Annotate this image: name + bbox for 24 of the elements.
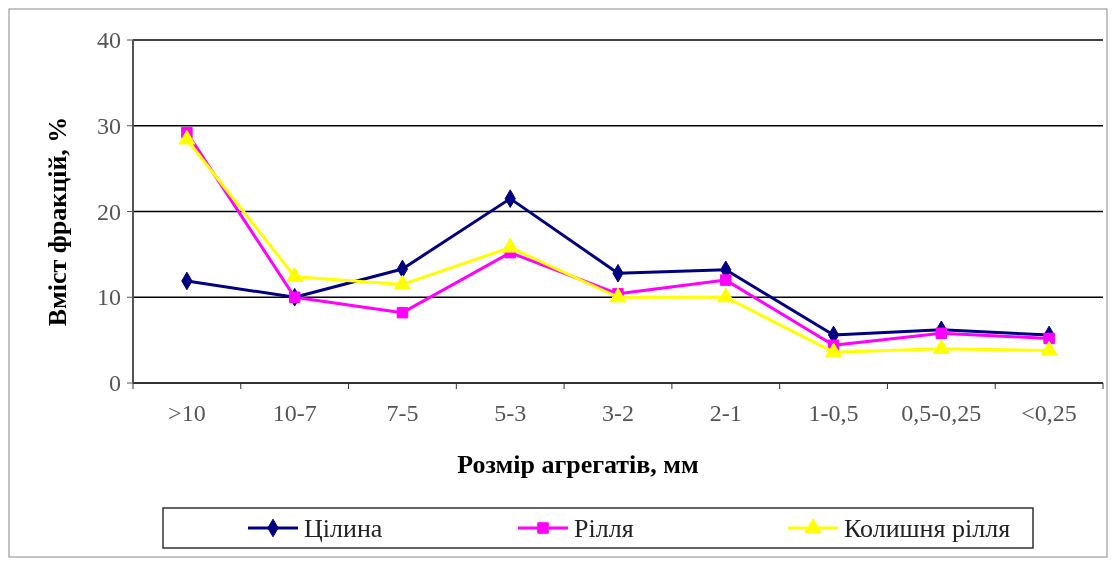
y-tick-label: 30 [97,112,121,139]
legend-label: Рілля [574,514,634,543]
y-tick-label: 20 [97,198,121,225]
x-tick-label: 1-0,5 [808,400,859,426]
y-tick-label: 40 [97,27,121,53]
x-tick-label: 3-2 [602,400,634,426]
x-tick-label: 5-3 [494,400,527,426]
x-tick-label: 7-5 [386,400,419,426]
x-axis-title: Розмір агрегатів, мм [457,450,699,479]
point [720,274,732,286]
point [935,327,948,340]
point [288,291,301,303]
x-tick-label: 0,5-0,25 [901,400,982,426]
point [396,306,409,319]
legend-label: Колишня рілля [844,514,1011,543]
y-axis-title: Вміст фракцій, % [43,116,72,327]
x-tick-label: 2-1 [709,400,742,426]
point [1043,332,1055,345]
x-tick-label: >10 [168,400,206,426]
legend-label: Цілина [304,514,383,543]
y-tick-label: 0 [109,370,121,396]
x-tick-label: <0,25 [1021,400,1077,426]
y-tick-label: 10 [97,284,121,311]
x-tick-label: 10-7 [272,400,317,426]
